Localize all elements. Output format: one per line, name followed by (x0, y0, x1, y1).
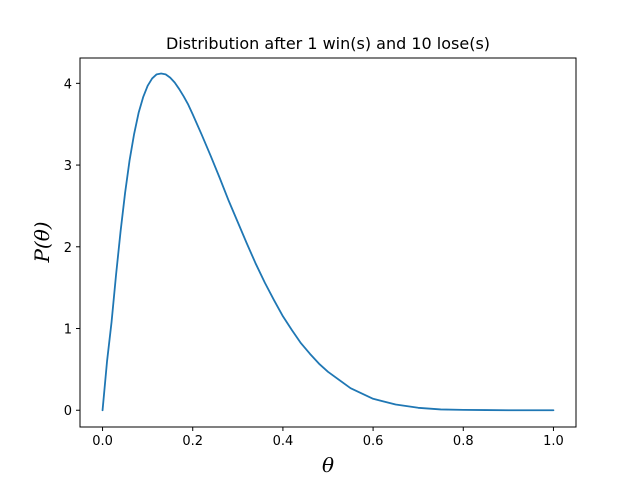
y-tick-label: 1 (64, 323, 72, 338)
x-tick-label: 0.0 (92, 434, 113, 449)
y-tick-label: 4 (64, 77, 72, 92)
x-tick-label: 1.0 (543, 434, 564, 449)
x-tick-label: 0.4 (273, 434, 294, 449)
chart-title: Distribution after 1 win(s) and 10 lose(… (166, 34, 490, 53)
plot-area: 0.0 0.2 0.4 0.6 0.8 1.0 0 1 2 3 4 (64, 72, 564, 449)
axes-frame (79, 57, 577, 428)
x-axis-label: θ (322, 453, 334, 477)
y-tick-label: 3 (64, 159, 72, 174)
y-tick-label: 0 (64, 404, 72, 419)
x-tick-label: 0.8 (453, 434, 474, 449)
y-tick-label: 2 (64, 241, 72, 256)
y-axis-label: P(θ) (30, 221, 54, 263)
x-tick-label: 0.6 (363, 434, 384, 449)
series-line (101, 72, 555, 412)
x-tick-label: 0.2 (182, 434, 203, 449)
